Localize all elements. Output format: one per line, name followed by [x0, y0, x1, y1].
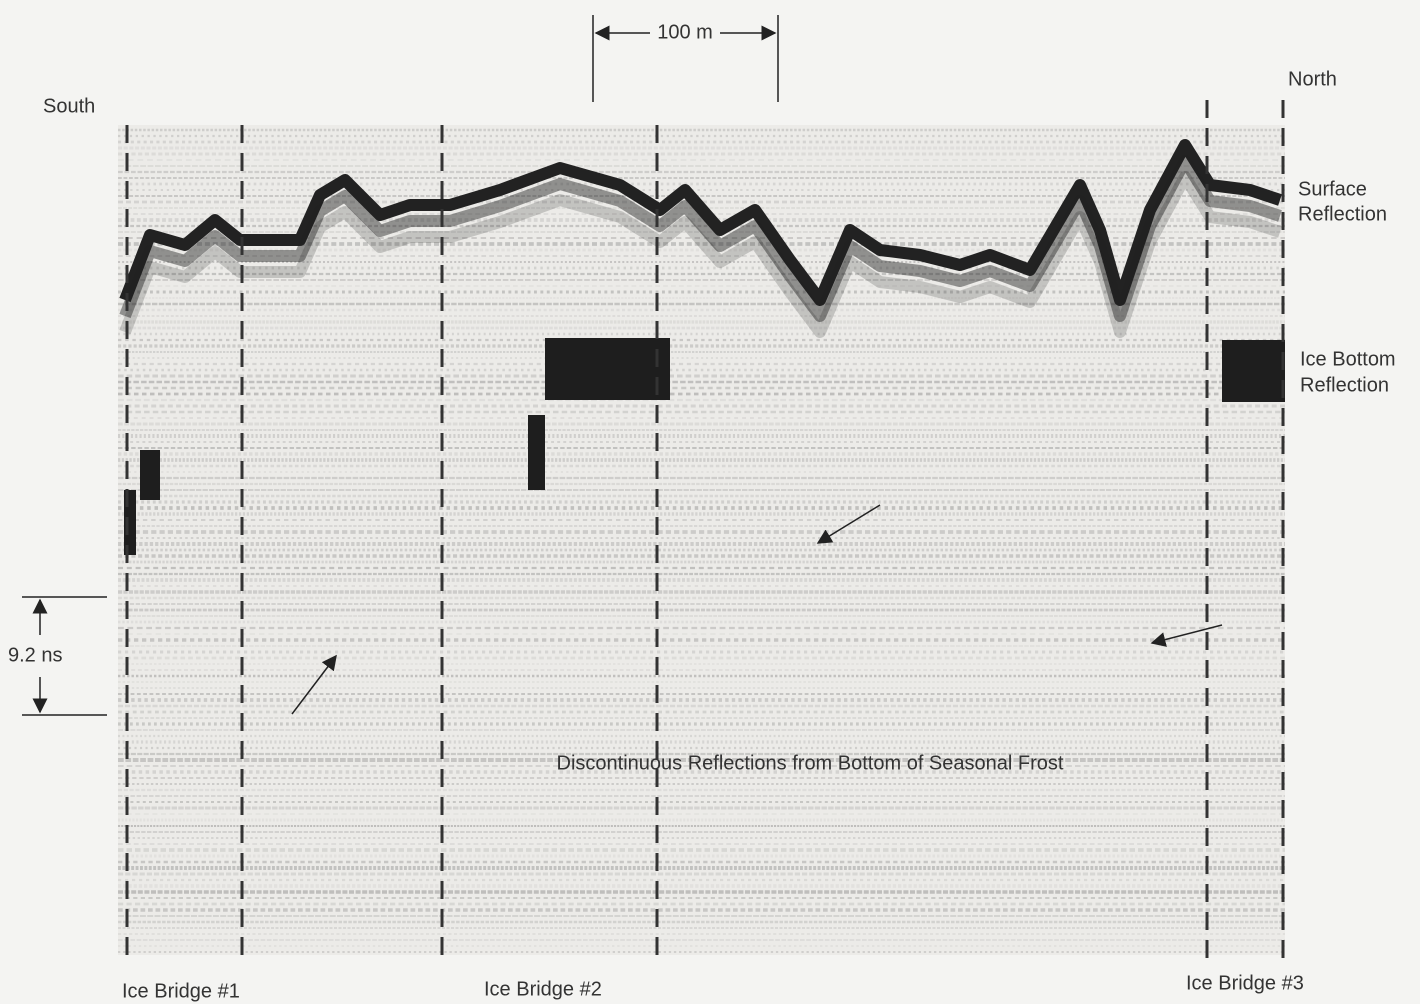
bridge-markers [125, 100, 1285, 960]
scale-bar [22, 15, 1223, 716]
bridge-label: Ice Bridge #1 [122, 980, 240, 1002]
north-label: North [1288, 68, 1337, 90]
surface-label: Surface [1298, 178, 1367, 200]
ice-bottom-block [1222, 340, 1285, 402]
bridge-label: Ice Bridge #3 [1186, 972, 1304, 994]
scale-label: 100 m [657, 21, 713, 43]
pointer-arrow [816, 504, 881, 544]
surface-label: Reflection [1298, 203, 1387, 225]
bridge-label: Ice Bridge #2 [484, 978, 602, 1000]
time-scale-label: 9.2 ns [8, 644, 62, 666]
ice-bottom-block [528, 415, 545, 490]
ice-bottom-label: Ice Bottom [1300, 348, 1396, 370]
surface-reflection-band [125, 139, 1280, 332]
pointer-arrow [291, 654, 337, 715]
south-label: South [43, 95, 95, 117]
ice-bottom-block [140, 450, 160, 500]
ice-bottom-label: Reflection [1300, 374, 1389, 396]
radar-panel [118, 125, 1285, 955]
frost-note: Discontinuous Reflections from Bottom of… [557, 752, 1064, 774]
ice-bottom-blocks [124, 338, 1285, 555]
pointer-arrow [1150, 624, 1223, 647]
ice-bottom-block [545, 338, 670, 400]
